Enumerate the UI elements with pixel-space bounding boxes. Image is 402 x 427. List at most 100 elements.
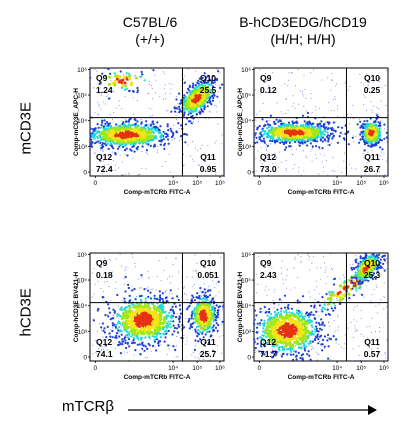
event-point [258,350,261,353]
event-point [297,277,299,278]
event-point [288,141,291,144]
event-point [182,96,186,99]
event-point [98,350,99,352]
event-point [322,136,325,139]
quadrant-label-q11: Q11 [364,152,380,162]
event-point [328,326,330,327]
event-point [380,120,381,122]
event-point [311,326,314,329]
event-point [128,306,132,310]
event-point [156,145,158,147]
event-point [198,164,200,166]
event-point [315,145,318,148]
event-point [276,102,278,104]
event-point [136,323,140,327]
event-point [158,299,161,302]
event-point [349,123,351,125]
event-point [183,94,186,97]
event-point [385,160,387,162]
event-point [374,331,376,333]
event-point [110,97,112,99]
event-point [136,91,139,94]
event-point [385,136,388,139]
event-point [205,76,208,79]
event-point [104,140,107,143]
event-point [133,333,137,337]
event-point [323,256,325,257]
event-point [313,256,314,258]
event-point [318,146,321,149]
event-point [164,87,166,89]
event-point [97,102,99,104]
event-point [97,126,100,129]
event-point [122,161,123,163]
event-point [325,269,327,271]
event-point [273,120,276,123]
event-point [254,346,257,350]
event-point [186,337,188,339]
event-point [217,324,220,327]
x-tick-label: 0 [94,180,98,187]
event-point [140,128,144,132]
event-point [102,336,104,338]
event-point [358,355,360,356]
event-point [223,283,225,285]
event-point [379,77,381,79]
event-point [269,137,272,140]
event-point [151,85,153,86]
event-point [273,310,276,314]
event-point [207,326,210,329]
event-point [345,81,347,83]
event-point [383,174,385,176]
event-point [377,345,379,347]
event-point [219,336,221,338]
event-point [127,123,131,126]
quadrant-label-q12: Q12 [96,152,112,162]
event-point [112,308,115,311]
event-point [124,95,126,97]
event-point [343,347,345,349]
event-point [324,122,326,123]
event-point [109,114,111,116]
event-point [173,106,176,109]
event-point [271,330,275,334]
event-point [366,125,369,128]
event-point [211,306,214,310]
event-point [296,121,299,124]
event-point [275,158,277,160]
event-point [138,138,142,142]
event-point [130,316,134,320]
event-point [273,335,277,339]
event-point [337,115,339,117]
event-point [169,289,172,292]
event-point [186,299,188,301]
quadrant-label-q12: Q12 [96,337,112,347]
event-point [121,300,123,302]
event-point [289,134,293,137]
event-point [185,133,188,136]
event-point [141,73,144,76]
event-point [158,132,161,135]
event-point [113,91,115,93]
event-point [326,308,329,311]
event-point [215,316,218,319]
event-point [377,137,380,140]
event-point [151,115,153,116]
event-point [362,133,365,136]
event-point [102,296,105,299]
event-point [297,351,300,354]
event-point [206,89,209,93]
event-point [255,314,258,317]
event-point [204,79,207,82]
event-point [127,74,131,78]
event-point [266,125,268,127]
event-point [163,147,166,150]
event-point [254,352,256,354]
event-point [298,175,300,177]
event-point [377,141,380,144]
event-point [198,294,201,298]
event-point [192,296,195,299]
event-point [116,136,119,140]
event-point [207,144,209,146]
event-point [375,305,377,307]
